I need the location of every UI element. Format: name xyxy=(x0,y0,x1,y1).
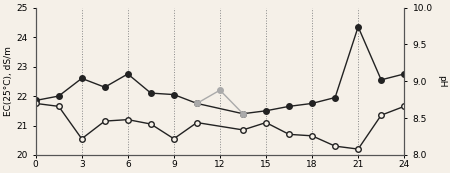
Y-axis label: EC(25°C), dS/m: EC(25°C), dS/m xyxy=(4,46,13,116)
Y-axis label: pH: pH xyxy=(437,75,446,88)
